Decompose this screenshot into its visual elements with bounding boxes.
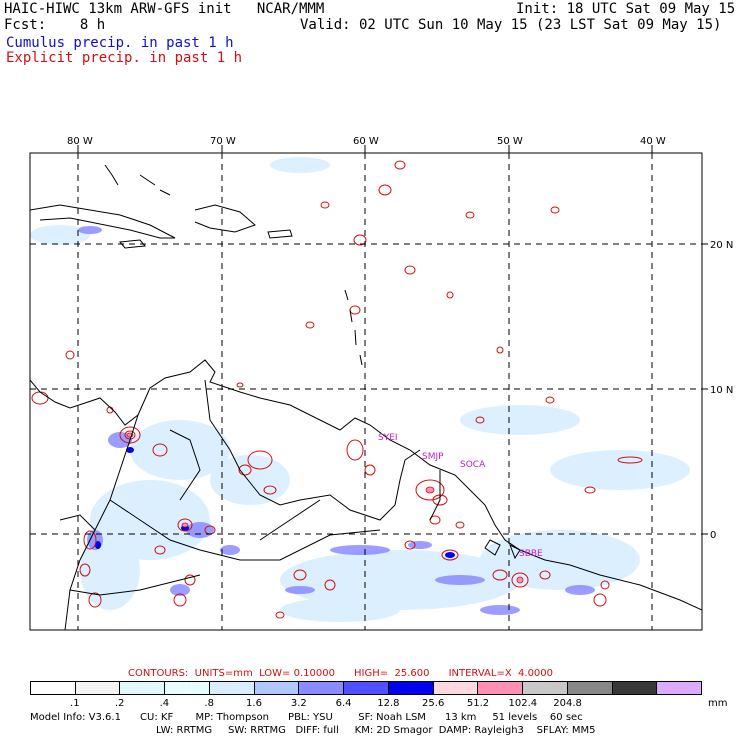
- field-label-cumulus: Cumulus precip. in past 1 h: [6, 35, 234, 51]
- color-bar-label: .4: [159, 698, 170, 709]
- color-bar-segment: [433, 682, 479, 694]
- color-bar-segment: [388, 682, 434, 694]
- station-label: SMJP: [422, 452, 444, 462]
- field-label-explicit: Explicit precip. in past 1 h: [6, 50, 243, 66]
- color-bar-label: 102.4: [508, 698, 538, 709]
- model-info-line1: Model Info: V3.6.1 CU: KF MP: Thompson P…: [30, 712, 583, 723]
- coastlines: [30, 164, 702, 630]
- lon-label: 50 W: [497, 136, 523, 147]
- color-bar-label: 204.8: [553, 698, 582, 709]
- model-title: HAIC-HIWC 13km ARW-GFS init NCAR/MMM: [4, 1, 325, 17]
- graticule: [30, 153, 702, 630]
- color-bar-units: mm: [708, 698, 728, 709]
- color-bar-segment: [209, 682, 255, 694]
- cumulus-precip-moderate: [78, 226, 595, 615]
- color-bar-label: .2: [114, 698, 125, 709]
- color-bar-label: 12.8: [377, 698, 400, 709]
- color-bar-segment: [344, 682, 389, 694]
- lon-label: 70 W: [210, 136, 236, 147]
- lon-label: 60 W: [353, 136, 379, 147]
- color-bar-segment: [567, 682, 613, 694]
- color-bar-segment: [75, 682, 121, 694]
- color-bar-segment: [165, 682, 210, 694]
- color-bar-label: .8: [204, 698, 214, 709]
- color-bar-segment: [120, 682, 166, 694]
- lat-label: 0: [710, 530, 716, 541]
- color-bar-label: 6.4: [335, 698, 352, 709]
- lon-label: 40 W: [640, 136, 666, 147]
- map-frame: [29, 152, 703, 631]
- forecast-hour: Fcst: 8 h: [4, 17, 106, 33]
- contours-info: CONTOURS: UNITS=mm LOW= 0.10000 HIGH= 25…: [128, 668, 554, 679]
- valid-time: Valid: 02 UTC Sun 10 May 15 (23 LST Sat …: [300, 17, 722, 33]
- color-bar-segment: [657, 682, 702, 694]
- color-bar-label: 3.2: [290, 698, 307, 709]
- model-info-line2: LW: RRTMG SW: RRTMG DIFF: full KM: 2D Sm…: [156, 725, 596, 736]
- color-bar-label: .1: [70, 698, 80, 709]
- station-label: SYEI: [378, 433, 398, 443]
- color-bar-segment: [299, 682, 345, 694]
- color-bar-label: 51.2: [466, 698, 490, 709]
- color-bar-segment: [31, 682, 76, 694]
- lat-label: 20 N: [710, 240, 733, 251]
- station-label: SOCA: [460, 460, 486, 470]
- lon-label: 80 W: [67, 136, 93, 147]
- lat-label: 10 N: [710, 385, 733, 396]
- color-bar-segment: [254, 682, 300, 694]
- color-bar-segment: [523, 682, 568, 694]
- explicit-precip-heavy: [126, 432, 524, 584]
- init-time: Init: 18 UTC Sat 09 May 15: [516, 1, 736, 17]
- station-label: SBBE: [519, 549, 543, 559]
- color-bar-label: 25.6: [422, 698, 445, 709]
- color-bar: [30, 681, 702, 695]
- color-bar-segment: [478, 682, 524, 694]
- color-bar-label: 1.6: [246, 698, 262, 709]
- color-bar-segment: [612, 682, 658, 694]
